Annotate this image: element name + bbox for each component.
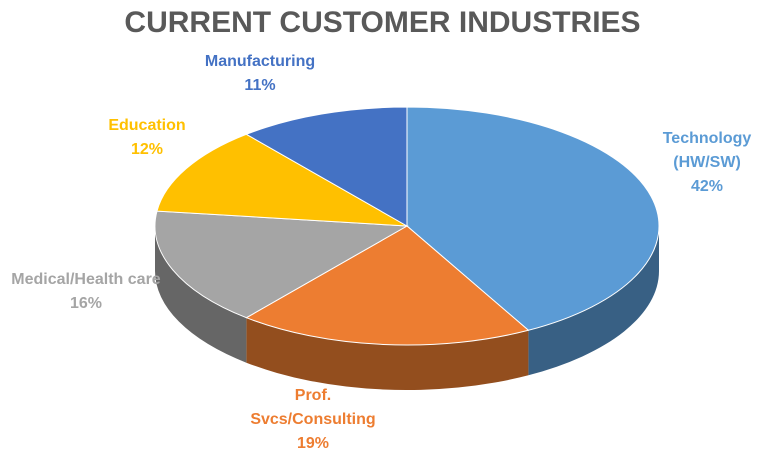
data-label: Medical/Health care 16%	[11, 268, 161, 316]
chart-title: CURRENT CUSTOMER INDUSTRIES	[124, 6, 641, 39]
category-label: Education	[108, 117, 186, 134]
value-label: 16%	[69, 295, 103, 312]
data-label: Education 12%	[87, 114, 207, 162]
slice	[156, 133, 408, 227]
data-label: Prof. Svcs/Consulting 19%	[233, 384, 393, 456]
slice	[245, 225, 530, 346]
data-label: Technology (HW/SW) 42%	[647, 127, 765, 199]
value-label: 42%	[690, 178, 724, 195]
value-label: 19%	[296, 435, 330, 452]
category-label: Technology (HW/SW)	[662, 130, 752, 171]
category-label: Prof. Svcs/Consulting	[250, 387, 376, 428]
slice-side	[246, 317, 529, 390]
slice	[154, 210, 409, 319]
slice	[406, 106, 660, 331]
slice-side	[528, 226, 659, 376]
slice	[245, 106, 408, 227]
value-label: 12%	[130, 141, 164, 158]
value-label: 11%	[244, 77, 276, 94]
data-label: Manufacturing 11%	[180, 50, 340, 98]
category-label: Medical/Health care	[11, 271, 161, 288]
category-label: Manufacturing	[204, 53, 316, 70]
